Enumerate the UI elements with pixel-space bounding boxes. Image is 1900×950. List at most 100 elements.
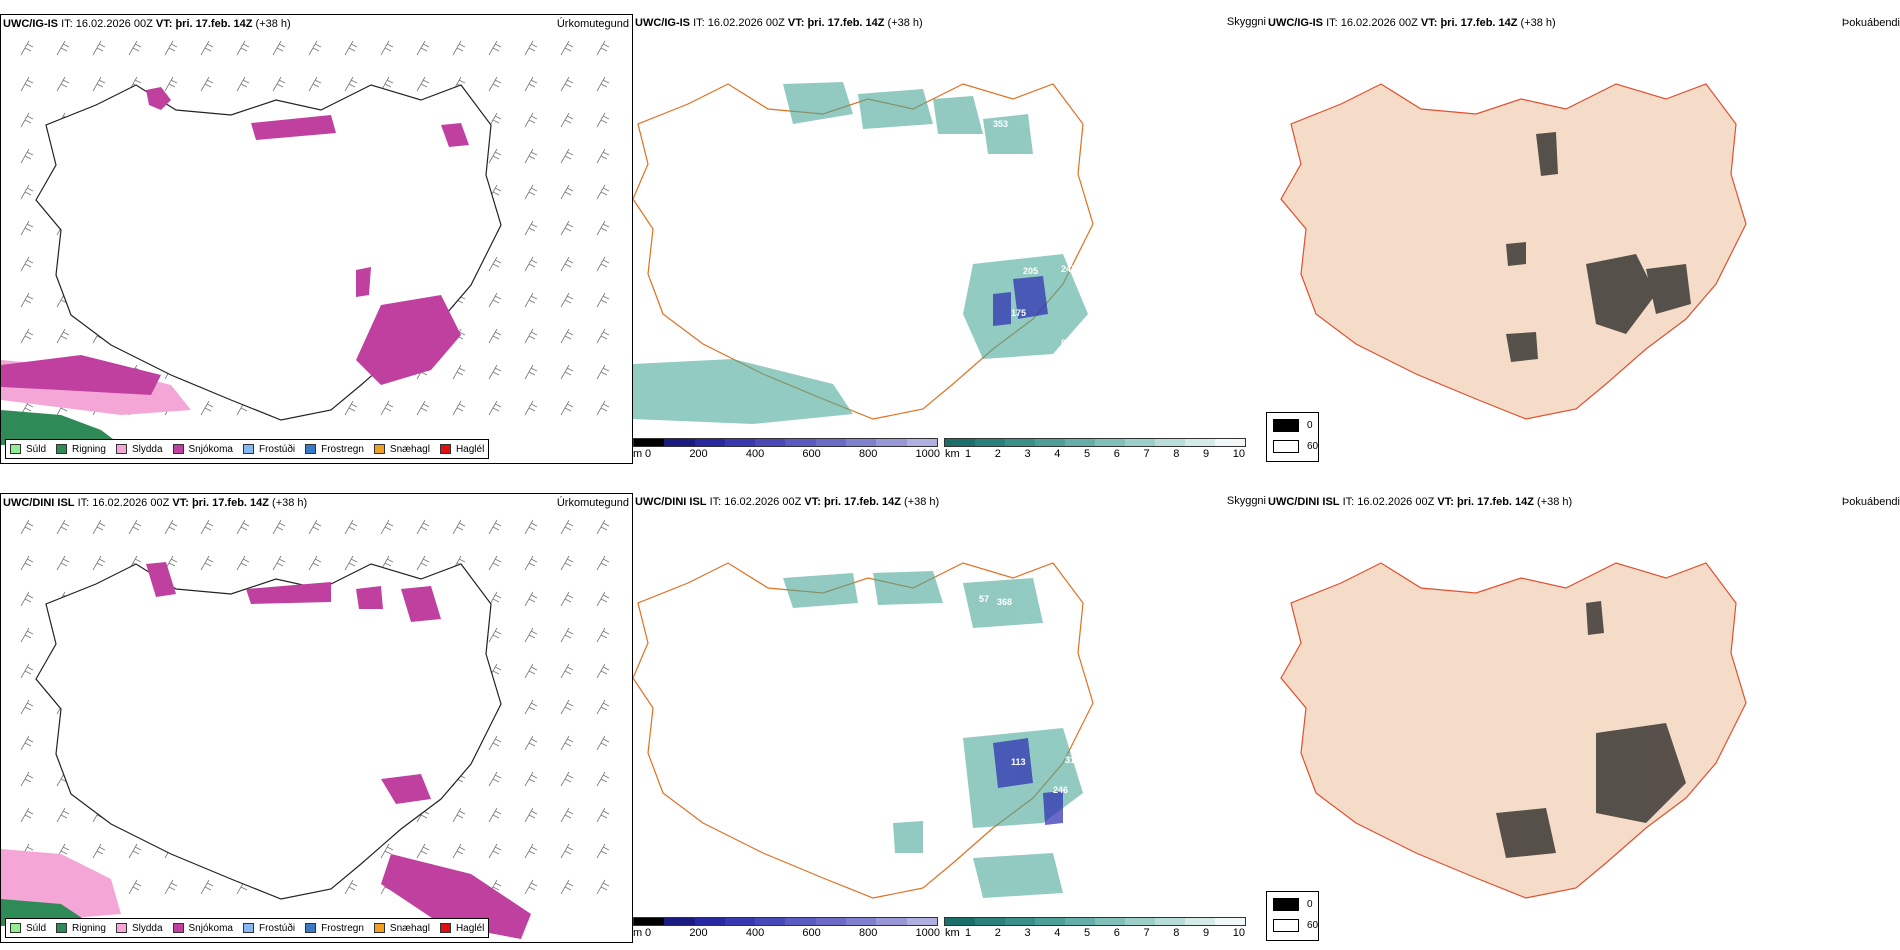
wind-barb <box>560 807 574 823</box>
cloud-base-value: 102 <box>1065 810 1080 820</box>
wind-barb <box>560 40 574 56</box>
wind-barb <box>560 112 574 128</box>
cloud-base-value: 353 <box>993 119 1008 129</box>
panel-title: Þokuábendi <box>1841 17 1900 29</box>
wind-barb <box>308 519 322 535</box>
fog-panel-top: UWC/IG-IS IT: 16.02.2026 00Z VT: þri. 17… <box>1266 14 1900 464</box>
precip-snow-se <box>381 854 531 939</box>
legend-swatch <box>439 923 451 933</box>
legend-swatch <box>56 923 68 933</box>
legend-swatch <box>242 923 254 933</box>
cloud-base-value: 57 <box>979 594 989 604</box>
iceland-outline <box>35 563 502 900</box>
legend-item: Haglél <box>439 444 484 455</box>
wind-barb <box>560 364 574 380</box>
wind-barb <box>524 256 538 272</box>
legend-item: Haglél <box>439 923 484 934</box>
wind-barb <box>524 699 538 715</box>
wind-barb <box>524 879 538 895</box>
wind-barb <box>524 76 538 92</box>
wind-barb <box>524 112 538 128</box>
wind-barb <box>20 519 34 535</box>
wind-barb <box>20 148 34 164</box>
precip-map <box>1 519 610 939</box>
wind-barb <box>128 879 142 895</box>
panel-header: UWC/DINI ISL IT: 16.02.2026 00Z VT: þri.… <box>1268 496 1573 508</box>
legend-item: Snjókoma <box>172 923 233 934</box>
wind-barb <box>452 364 466 380</box>
legend-item: Snæhagl <box>373 444 430 455</box>
wind-barb <box>596 148 610 164</box>
wind-barb <box>488 843 502 859</box>
wind-barb <box>416 555 430 571</box>
wind-barb <box>560 184 574 200</box>
wind-barb <box>524 591 538 607</box>
precip-panel-top: UWC/IG-IS IT: 16.02.2026 00Z VT: þri. 17… <box>0 14 633 464</box>
panel-header: UWC/IG-IS IT: 16.02.2026 00Z VT: þri. 17… <box>3 18 291 30</box>
wind-barb <box>560 400 574 416</box>
wind-barb <box>272 76 286 92</box>
wind-barb <box>524 735 538 751</box>
wind-barb <box>596 519 610 535</box>
wind-barb <box>596 807 610 823</box>
wind-barb <box>236 76 250 92</box>
cloud-base-value: 39 <box>1143 617 1153 627</box>
ceiling-colorbar <box>633 917 938 926</box>
wind-barb <box>20 771 34 787</box>
wind-barb <box>488 771 502 787</box>
precip-rain-area <box>1 410 121 445</box>
wind-barb <box>416 843 430 859</box>
wind-barb <box>164 519 178 535</box>
fog-index-areas <box>1506 132 1691 362</box>
legend-item: Snjókoma <box>172 444 233 455</box>
wind-barb <box>488 735 502 751</box>
wind-barb <box>92 555 106 571</box>
wind-barb <box>92 843 106 859</box>
wind-barb <box>416 40 430 56</box>
fog-index-areas <box>1496 601 1686 858</box>
wind-barb <box>560 76 574 92</box>
wind-barb <box>488 256 502 272</box>
wind-barb <box>380 40 394 56</box>
ceiling-low-areas <box>993 276 1048 326</box>
wind-barb <box>56 555 70 571</box>
wind-barb <box>344 40 358 56</box>
wind-barb <box>452 519 466 535</box>
panel-title: Úrkomutegund <box>556 18 629 30</box>
legend-item: Rigning <box>56 923 106 934</box>
cloud-base-value: 246 <box>1053 785 1068 795</box>
wind-barb <box>380 519 394 535</box>
legend-swatch <box>305 923 317 933</box>
wind-barb <box>200 555 214 571</box>
wind-barb <box>524 364 538 380</box>
wind-barb <box>200 879 214 895</box>
wind-barb <box>128 843 142 859</box>
wind-barb <box>560 220 574 236</box>
cloud-base-value: 31 <box>1065 755 1075 765</box>
cloud-base-value: 131 <box>893 251 908 261</box>
wind-barb <box>488 555 502 571</box>
panel-header: UWC/IG-IS IT: 16.02.2026 00Z VT: þri. 17… <box>1268 17 1556 29</box>
wind-barb <box>596 76 610 92</box>
wind-barb <box>344 519 358 535</box>
wind-barb <box>20 807 34 823</box>
cloud-base-value: 205 <box>1023 266 1038 276</box>
wind-barb <box>488 40 502 56</box>
wind-barb <box>596 735 610 751</box>
wind-barb <box>308 40 322 56</box>
wind-barb <box>560 627 574 643</box>
wind-barb <box>596 40 610 56</box>
wind-barb <box>380 400 394 416</box>
panel-header: UWC/IG-IS IT: 16.02.2026 00Z VT: þri. 17… <box>635 17 923 29</box>
wind-barb <box>488 400 502 416</box>
wind-barb <box>344 555 358 571</box>
wind-barb <box>56 76 70 92</box>
panel-title: Úrkomutegund <box>556 497 629 509</box>
wind-barb <box>128 40 142 56</box>
wind-barb <box>380 843 394 859</box>
precip-panel-bottom: UWC/DINI ISL IT: 16.02.2026 00Z VT: þri.… <box>0 493 633 943</box>
legend-swatch <box>115 444 127 454</box>
wind-barb <box>488 292 502 308</box>
wind-barb <box>560 591 574 607</box>
wind-barb <box>596 555 610 571</box>
